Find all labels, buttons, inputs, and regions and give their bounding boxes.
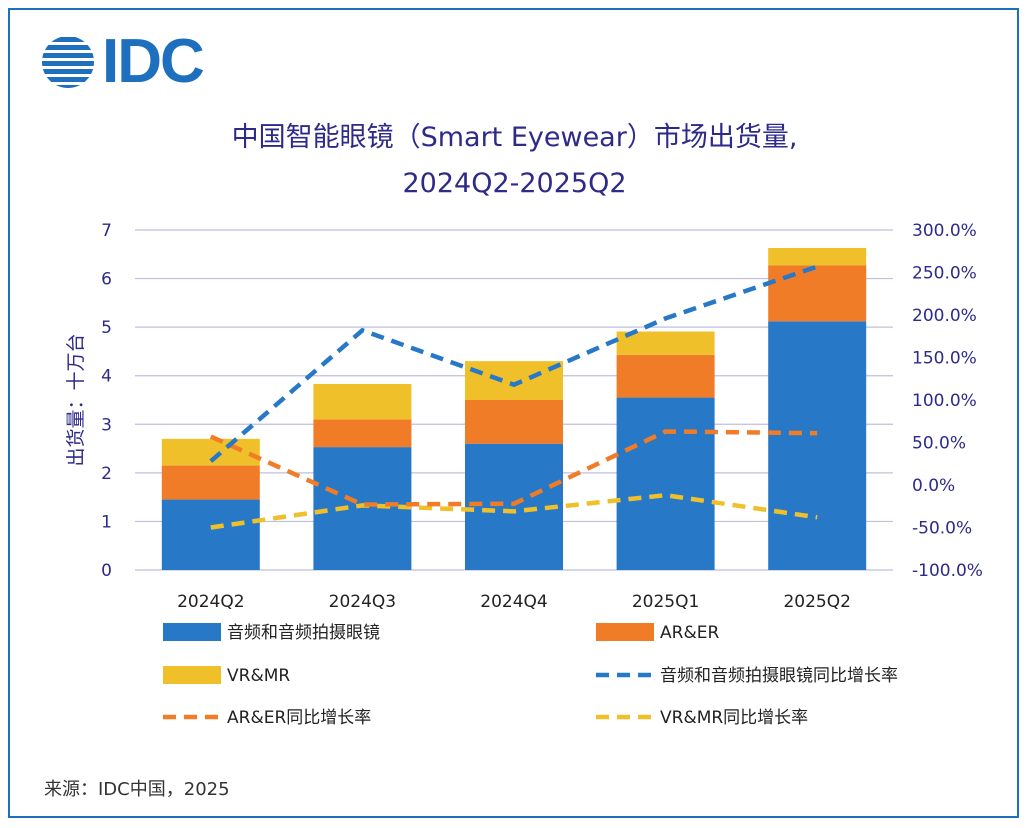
- y-tick-label: 6: [101, 270, 112, 290]
- chart-subtitle: 2024Q2-2025Q2: [402, 168, 627, 199]
- bar-vr-mr: [465, 361, 563, 400]
- y-axis-label: 出货量：十万台: [65, 333, 87, 466]
- y2-tick-label: -50.0%: [912, 519, 972, 539]
- x-tick-label: 2025Q2: [783, 592, 850, 612]
- y-tick-label: 3: [101, 415, 112, 435]
- idc-logo: IDC: [40, 27, 205, 96]
- y2-tick-label: 200.0%: [912, 306, 977, 326]
- bar-vr-mr: [161, 438, 260, 466]
- line-audio-yoy: [209, 264, 818, 463]
- logo-text: IDC: [102, 27, 205, 96]
- bar-audio: [768, 321, 867, 570]
- y2-tick-label: 250.0%: [912, 264, 977, 284]
- y2-tick-label: 100.0%: [912, 391, 977, 411]
- y2-tick-label: 0.0%: [912, 476, 955, 496]
- idc-globe-icon: [42, 37, 94, 88]
- legend-ar-er-swatch: [596, 623, 654, 641]
- y2-tick-label: -100.0%: [912, 561, 983, 581]
- bar-ar-er: [616, 354, 715, 398]
- line-ar-er-yoy: [209, 429, 818, 507]
- legend-audio-label: 音频和音频拍摄眼镜: [227, 623, 380, 643]
- y-tick-label: 2: [101, 464, 112, 484]
- bar-audio: [161, 499, 260, 570]
- bar-vr-mr: [616, 331, 715, 355]
- bar-vr-mr: [768, 247, 867, 266]
- x-tick-label: 2024Q3: [329, 592, 396, 612]
- legend-audio-yoy-label: 音频和音频拍摄眼镜同比增长率: [660, 666, 898, 686]
- legend-vr-mr-label: VR&MR: [227, 666, 290, 686]
- legend-vr-mr-swatch: [163, 666, 221, 684]
- legend-audio-swatch: [163, 623, 221, 641]
- bar-ar-er: [768, 265, 867, 322]
- source-note: 来源：IDC中国，2025: [44, 779, 230, 800]
- y2-tick-label: 300.0%: [912, 221, 977, 241]
- y2-tick-label: 150.0%: [912, 349, 977, 369]
- bar-ar-er: [313, 419, 412, 448]
- bar-ar-er: [465, 400, 563, 444]
- y-tick-label: 1: [101, 512, 112, 532]
- legend-vr-mr-yoy-label: VR&MR同比增长率: [660, 708, 808, 728]
- x-tick-label: 2025Q1: [632, 592, 699, 612]
- x-tick-label: 2024Q4: [480, 592, 547, 612]
- chart-title: 中国智能眼镜（Smart Eyewear）市场出货量,: [231, 122, 798, 153]
- bar-ar-er: [161, 465, 260, 500]
- bar-audio: [313, 447, 412, 570]
- bar-audio: [616, 397, 715, 570]
- line-vr-mr-yoy: [210, 492, 818, 530]
- y-tick-label: 4: [101, 367, 112, 387]
- y-tick-label: 5: [101, 318, 112, 338]
- y-tick-label: 0: [101, 561, 112, 581]
- legend-ar-er-label: AR&ER: [660, 623, 719, 643]
- y2-tick-label: 50.0%: [912, 434, 966, 454]
- x-tick-label: 2024Q2: [177, 592, 244, 612]
- legend-ar-er-yoy-label: AR&ER同比增长率: [227, 708, 371, 728]
- bar-vr-mr: [313, 383, 412, 420]
- y-tick-label: 7: [101, 221, 112, 241]
